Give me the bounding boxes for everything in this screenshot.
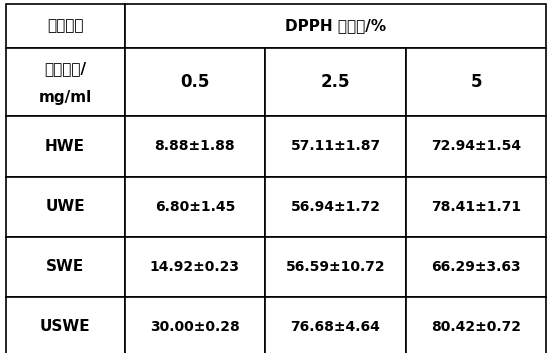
Text: 56.94±1.72: 56.94±1.72 [290, 199, 380, 214]
Text: 78.41±1.71: 78.41±1.71 [431, 199, 521, 214]
Bar [6, 237, 125, 297]
Bar [406, 297, 546, 353]
Text: 56.59±10.72: 56.59±10.72 [286, 259, 385, 274]
Text: 2.5: 2.5 [321, 73, 351, 91]
Text: HWE: HWE [45, 139, 85, 154]
Text: 76.68±4.64: 76.68±4.64 [290, 319, 380, 334]
Bar [265, 116, 406, 176]
Text: 样品种类: 样品种类 [47, 18, 83, 33]
Bar [6, 48, 125, 116]
Bar [125, 176, 265, 237]
Text: mg/ml: mg/ml [39, 90, 92, 105]
Bar [406, 176, 546, 237]
Text: 57.11±1.87: 57.11±1.87 [290, 139, 380, 154]
Text: 80.42±0.72: 80.42±0.72 [431, 319, 521, 334]
Text: UWE: UWE [45, 199, 85, 214]
Bar [6, 297, 125, 353]
Text: 5: 5 [470, 73, 482, 91]
Text: 14.92±0.23: 14.92±0.23 [150, 259, 240, 274]
Text: USWE: USWE [40, 319, 91, 334]
Text: 6.80±1.45: 6.80±1.45 [155, 199, 235, 214]
Text: 72.94±1.54: 72.94±1.54 [431, 139, 521, 154]
Text: 0.5: 0.5 [180, 73, 210, 91]
Text: 66.29±3.63: 66.29±3.63 [431, 259, 521, 274]
Bar [125, 4, 546, 48]
Bar [6, 4, 125, 48]
Text: 8.88±1.88: 8.88±1.88 [155, 139, 235, 154]
Bar [6, 176, 125, 237]
Bar [265, 237, 406, 297]
Bar [265, 297, 406, 353]
Text: 30.00±0.28: 30.00±0.28 [150, 319, 240, 334]
Bar [125, 297, 265, 353]
Bar [265, 176, 406, 237]
Bar [265, 48, 406, 116]
Bar [125, 116, 265, 176]
Bar [6, 116, 125, 176]
Bar [406, 116, 546, 176]
Bar [406, 237, 546, 297]
Bar [125, 48, 265, 116]
Text: 样品浓度/: 样品浓度/ [44, 61, 86, 76]
Text: DPPH 清除率/%: DPPH 清除率/% [285, 18, 386, 33]
Bar [406, 48, 546, 116]
Text: SWE: SWE [46, 259, 84, 274]
Bar [125, 237, 265, 297]
